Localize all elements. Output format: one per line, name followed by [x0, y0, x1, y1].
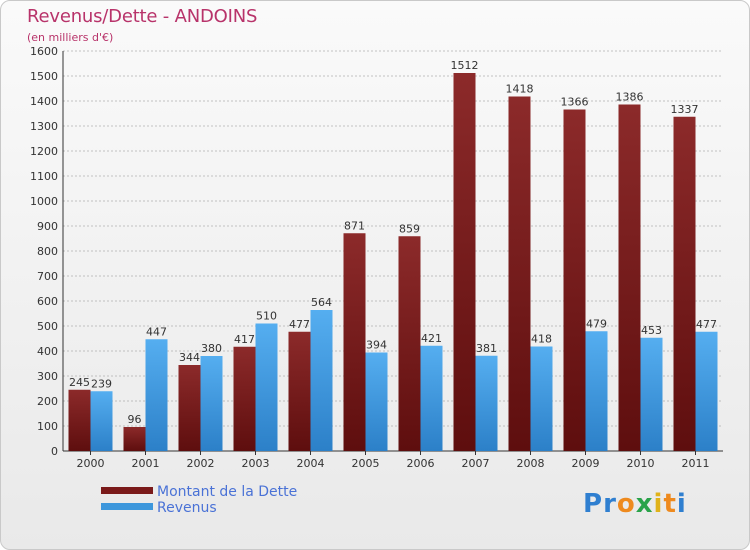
logo-letter: x	[635, 489, 654, 519]
bar-revenus	[200, 356, 223, 451]
y-tick-label: 1100	[30, 170, 58, 183]
legend-label-dette: Montant de la Dette	[157, 484, 298, 500]
x-tick-label: 2001	[132, 457, 160, 470]
y-tick-label: 900	[37, 220, 58, 233]
x-tick-label: 2005	[352, 457, 380, 470]
x-tick-label: 2004	[297, 457, 325, 470]
x-tick-label: 2009	[572, 457, 600, 470]
data-label: 477	[696, 318, 717, 331]
data-label: 380	[201, 342, 222, 355]
bar-dette	[508, 96, 531, 451]
bar-revenus	[255, 323, 278, 451]
y-tick-label: 1500	[30, 70, 58, 83]
bar-revenus	[420, 345, 443, 451]
logo-letter: i	[653, 489, 664, 519]
data-label: 1366	[561, 96, 589, 109]
data-label: 418	[531, 333, 552, 346]
bar-revenus	[695, 331, 718, 451]
bar-revenus	[365, 352, 388, 451]
bar-dette	[398, 236, 421, 451]
legend-label-revenus: Revenus	[157, 500, 217, 516]
data-label: 1418	[506, 83, 534, 96]
data-label: 453	[641, 324, 662, 337]
y-tick-label: 1200	[30, 145, 58, 158]
x-tick-label: 2000	[77, 457, 105, 470]
y-tick-label: 800	[37, 245, 58, 258]
x-tick-label: 2003	[242, 457, 270, 470]
bar-dette	[233, 346, 256, 451]
bar-dette	[563, 109, 586, 451]
y-tick-label: 100	[37, 420, 58, 433]
bar-dette	[123, 427, 146, 451]
logo-letter: o	[616, 489, 636, 519]
data-label: 479	[586, 317, 607, 330]
x-tick-label: 2008	[517, 457, 545, 470]
bar-dette	[618, 104, 641, 451]
data-label: 394	[366, 339, 387, 352]
data-label: 871	[344, 219, 365, 232]
data-label: 421	[421, 332, 442, 345]
y-tick-label: 200	[37, 395, 58, 408]
bar-revenus	[475, 355, 498, 451]
y-tick-label: 1300	[30, 120, 58, 133]
bar-dette	[178, 365, 201, 451]
data-label: 564	[311, 296, 332, 309]
data-label: 344	[179, 351, 200, 364]
data-label: 477	[289, 318, 310, 331]
chart-subtitle: (en milliers d'€)	[27, 31, 114, 44]
y-tick-label: 0	[51, 445, 58, 458]
y-tick-label: 300	[37, 370, 58, 383]
y-tick-label: 1600	[30, 45, 58, 58]
data-label: 1337	[671, 103, 699, 116]
data-label: 239	[91, 377, 112, 390]
data-label: 96	[128, 413, 142, 426]
proxiti-logo: Proxiti	[583, 489, 687, 519]
logo-letter: t	[663, 489, 677, 519]
data-label: 510	[256, 310, 277, 323]
y-tick-label: 1000	[30, 195, 58, 208]
x-tick-label: 2002	[187, 457, 215, 470]
bar-dette	[673, 116, 696, 451]
bar-revenus	[90, 391, 113, 451]
x-tick-label: 2006	[407, 457, 435, 470]
x-tick-label: 2007	[462, 457, 490, 470]
y-tick-label: 1400	[30, 95, 58, 108]
data-label: 447	[146, 325, 167, 338]
y-tick-label: 600	[37, 295, 58, 308]
bar-revenus	[310, 310, 333, 451]
data-label: 1386	[616, 91, 644, 104]
bar-dette	[68, 389, 91, 451]
data-label: 859	[399, 222, 420, 235]
y-tick-label: 700	[37, 270, 58, 283]
bar-revenus	[145, 339, 168, 451]
data-label: 417	[234, 333, 255, 346]
bar-dette	[288, 331, 311, 451]
bar-revenus	[640, 337, 663, 451]
legend-swatch-revenus	[101, 503, 153, 510]
bar-dette	[343, 233, 366, 451]
data-label: 381	[476, 342, 497, 355]
logo-letter: r	[603, 489, 617, 519]
chart-title: Revenus/Dette - ANDOINS	[27, 6, 258, 27]
logo-letter: P	[583, 489, 604, 519]
bar-dette	[453, 73, 476, 451]
y-tick-label: 400	[37, 345, 58, 358]
bar-revenus	[585, 331, 608, 451]
data-label: 1512	[451, 59, 479, 72]
x-tick-label: 2010	[627, 457, 655, 470]
y-tick-label: 500	[37, 320, 58, 333]
bar-revenus	[530, 346, 553, 451]
legend-swatch-dette	[101, 487, 153, 494]
logo-letter: i	[676, 489, 687, 519]
x-tick-label: 2011	[682, 457, 710, 470]
data-label: 245	[69, 376, 90, 389]
